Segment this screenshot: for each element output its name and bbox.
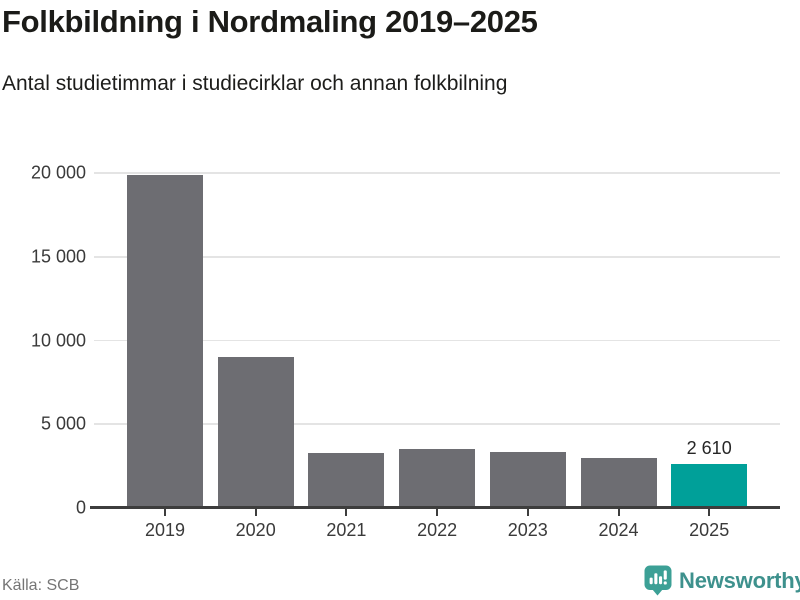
x-tick-label: 2019 [144, 520, 186, 540]
x-tick-label: 2025 [689, 520, 730, 540]
y-tick-label: 0 [75, 497, 86, 518]
gridline [94, 172, 780, 174]
bar-2022 [399, 449, 476, 508]
y-tick-label: 15 000 [30, 246, 86, 267]
x-tick-label: 2020 [235, 520, 276, 540]
chart-title: Folkbildning i Nordmaling 2019–2025 [2, 4, 538, 39]
y-tick-label: 10 000 [30, 330, 86, 350]
bar-2025 [671, 464, 748, 508]
x-tick-label: 2024 [598, 520, 639, 540]
x-tick-mark [254, 509, 257, 516]
y-tick-label: 20 000 [30, 162, 86, 183]
bar-2024 [580, 457, 657, 508]
x-tick-label: 2022 [417, 520, 458, 540]
gridline [94, 423, 780, 426]
bar-2023 [489, 451, 566, 508]
source-note: Källa: SCB [2, 577, 80, 594]
chart-subtitle: Antal studietimmar i studiecirklar och a… [2, 72, 508, 95]
bar-value-label: 2 610 [686, 438, 732, 459]
x-tick-mark [436, 509, 439, 516]
newsworthy-chart-bubble-icon [644, 565, 672, 596]
x-axis-line [90, 506, 780, 509]
x-tick-mark [708, 509, 711, 516]
newsworthy-brand: Newsworthy [644, 565, 800, 596]
x-tick-mark [345, 509, 348, 516]
x-tick-mark [164, 509, 166, 516]
newsworthy-wordmark: Newsworthy [679, 567, 800, 593]
x-tick-mark [526, 509, 529, 516]
x-tick-label: 2023 [507, 520, 548, 540]
x-tick-label: 2021 [326, 520, 367, 540]
gridline [94, 339, 780, 342]
gridline [94, 255, 780, 258]
bar-2021 [308, 452, 385, 508]
bar-2019 [127, 174, 203, 508]
x-tick-mark [617, 509, 620, 516]
y-tick-label: 5 000 [40, 413, 86, 434]
bar-2020 [217, 357, 294, 508]
